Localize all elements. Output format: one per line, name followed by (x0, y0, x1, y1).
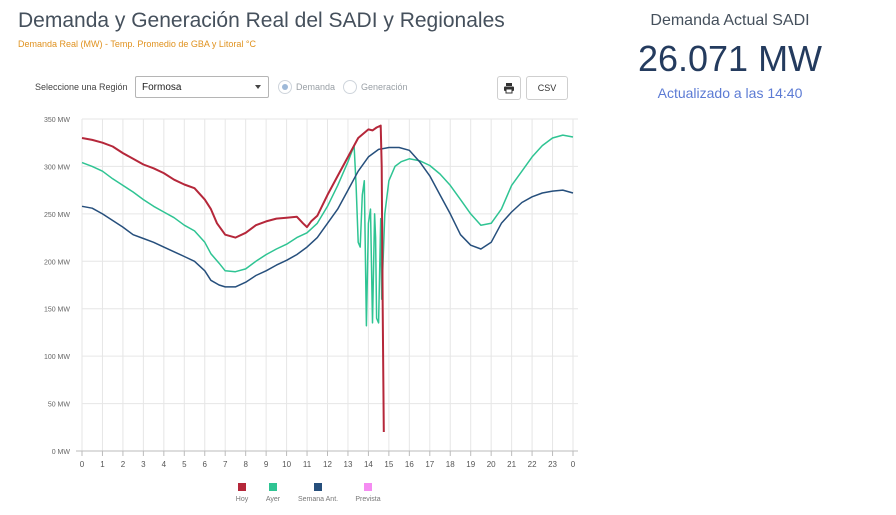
y-tick-label: 200 MW (44, 259, 70, 266)
legend-item-semana[interactable]: Semana Ant. (298, 483, 338, 503)
x-tick-label: 6 (203, 460, 208, 469)
kpi-updated: Actualizado a las 14:40 (657, 85, 803, 101)
x-tick-label: 17 (425, 460, 434, 469)
legend-label-ayer: Ayer (265, 496, 281, 503)
chart-subtitle: Demanda Real (MW) - Temp. Promedio de GB… (18, 39, 257, 49)
y-tick-label: 300 MW (44, 164, 70, 171)
y-tick-label: 0 MW (52, 449, 71, 456)
x-tick-label: 10 (282, 460, 291, 469)
x-tick-label: 12 (323, 460, 332, 469)
radio-generacion-label[interactable]: Generación (361, 82, 408, 92)
region-label: Seleccione una Región (35, 82, 128, 92)
csv-button[interactable]: CSV (526, 76, 568, 100)
legend-swatch-prevista (364, 483, 372, 491)
x-tick-label: 3 (141, 460, 146, 469)
x-tick-label: 14 (364, 460, 373, 469)
x-tick-label: 7 (223, 460, 228, 469)
chevron-down-icon (255, 85, 261, 89)
legend-label-hoy: Hoy (235, 496, 249, 503)
legend-swatch-hoy (238, 483, 246, 491)
legend-label-prevista: Prevista (355, 496, 381, 503)
region-select[interactable]: Formosa (135, 76, 269, 98)
kpi-label: Demanda Actual SADI (650, 12, 810, 29)
y-tick-label: 50 MW (48, 402, 71, 409)
x-tick-label: 19 (466, 460, 475, 469)
y-tick-label: 150 MW (44, 307, 70, 314)
series-line-semana-ant (81, 146, 574, 288)
x-tick-label: 4 (162, 460, 167, 469)
legend-item-ayer[interactable]: Ayer (253, 483, 293, 503)
printer-icon (504, 83, 514, 94)
series-line-ayer (81, 134, 574, 327)
legend-swatch-semana (314, 483, 322, 491)
radio-demanda[interactable] (278, 80, 292, 94)
legend-item-hoy[interactable]: Hoy (222, 483, 262, 503)
x-tick-label: 18 (446, 460, 455, 469)
x-tick-label: 20 (487, 460, 496, 469)
x-tick-label: 11 (303, 460, 312, 469)
page-title: Demanda y Generación Real del SADI y Reg… (18, 9, 505, 32)
x-tick-label: 2 (121, 460, 126, 469)
x-tick-label: 23 (548, 460, 557, 469)
radio-demanda-label[interactable]: Demanda (296, 82, 336, 92)
y-tick-label: 350 MW (44, 117, 70, 124)
y-tick-label: 100 MW (44, 354, 70, 361)
x-tick-label: 1 (100, 460, 105, 469)
legend-swatch-ayer (269, 483, 277, 491)
legend-label-semana: Semana Ant. (298, 496, 339, 503)
x-tick-label: 8 (243, 460, 248, 469)
series-line-hoy (81, 124, 385, 433)
y-tick-label: 250 MW (44, 212, 70, 219)
radio-generacion[interactable] (343, 80, 357, 94)
legend-item-prevista[interactable]: Prevista (348, 483, 388, 503)
x-tick-label: 5 (182, 460, 187, 469)
x-tick-label: 16 (405, 460, 414, 469)
x-tick-label: 0 (571, 460, 576, 469)
region-select-value: Formosa (142, 82, 182, 93)
x-tick-label: 15 (384, 460, 393, 469)
x-tick-label: 13 (344, 460, 353, 469)
x-tick-label: 0 (80, 460, 85, 469)
x-tick-label: 21 (507, 460, 516, 469)
radio-selected-dot (282, 84, 288, 90)
x-tick-label: 9 (264, 460, 269, 469)
kpi-value: 26.071 MW (637, 38, 823, 79)
print-button[interactable] (497, 76, 521, 100)
x-tick-label: 22 (528, 460, 537, 469)
